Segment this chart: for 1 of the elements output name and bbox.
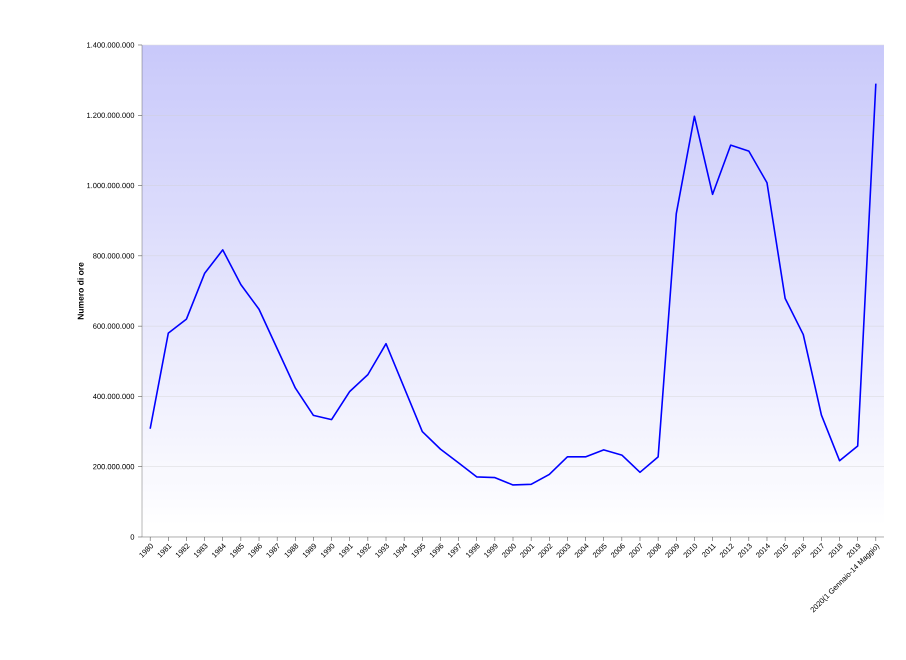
y-axis-title: Numero di ore [77,262,84,320]
